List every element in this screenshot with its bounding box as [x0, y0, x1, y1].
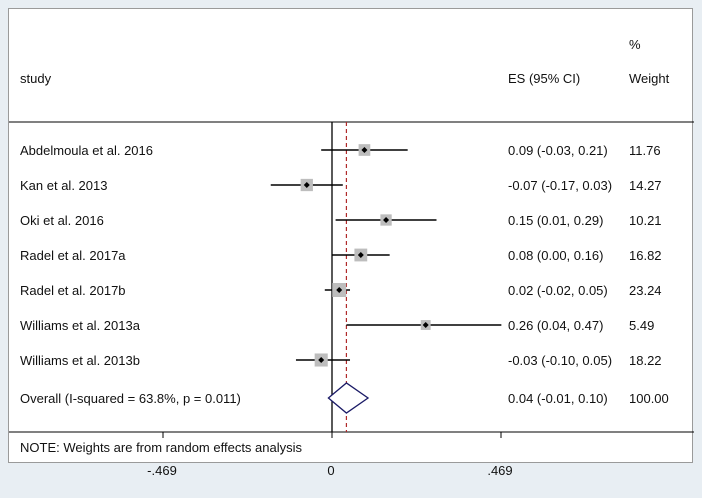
weight-label: 23.24 [629, 283, 662, 298]
forest-plot-frame: study ES (95% CI) % Weight Abdelmoula et… [8, 8, 694, 463]
es-ci-label: -0.03 (-0.10, 0.05) [508, 353, 612, 368]
study-row: Oki et al. 2016 0.15 (0.01, 0.29) 10.21 [20, 213, 662, 228]
es-ci-label: -0.07 (-0.17, 0.03) [508, 178, 612, 193]
study-label: Radel et al. 2017a [20, 248, 126, 263]
point-estimate [303, 182, 310, 188]
x-tick-label: 0 [327, 463, 335, 478]
x-tick-label: .469 [487, 463, 513, 478]
point-estimate [336, 287, 343, 293]
overall-label: Overall (I-squared = 63.8%, p = 0.011) [20, 391, 241, 406]
point-estimate [361, 147, 368, 153]
study-label: Williams et al. 2013b [20, 353, 140, 368]
overall-diamond [327, 382, 370, 414]
es-ci-label: 0.02 (-0.02, 0.05) [508, 283, 608, 298]
study-label: Oki et al. 2016 [20, 213, 104, 228]
point-estimate [318, 357, 325, 363]
study-row: Radel et al. 2017b 0.02 (-0.02, 0.05) 23.2… [20, 283, 662, 298]
es-ci-label: 0.15 (0.01, 0.29) [508, 213, 603, 228]
study-row: Williams et al. 2013a 0.26 (0.04, 0.47) 5.… [20, 318, 654, 333]
header-study: study [20, 71, 52, 86]
es-ci-label: 0.08 (0.00, 0.16) [508, 248, 603, 263]
weight-label: 14.27 [629, 178, 662, 193]
overall-weight-label: 100.00 [629, 391, 669, 406]
point-estimate [357, 252, 364, 258]
study-row: Radel et al. 2017a 0.08 (0.00, 0.16) 16.82 [20, 248, 662, 263]
forest-plot: study ES (95% CI) % Weight Abdelmoula et… [9, 37, 694, 455]
header-es-ci: ES (95% CI) [508, 71, 580, 86]
point-estimate [422, 322, 429, 328]
weight-label: 10.21 [629, 213, 662, 228]
study-row: Kan et al. 2013 -0.07 (-0.17, 0.03) 14.27 [20, 178, 662, 193]
weight-label: 18.22 [629, 353, 662, 368]
footnote: NOTE: Weights are from random effects an… [20, 440, 303, 455]
x-tick-label: -.469 [147, 463, 177, 478]
header-weight-percent: % [629, 37, 641, 52]
study-label: Kan et al. 2013 [20, 178, 107, 193]
point-estimate [383, 217, 390, 223]
study-row: Abdelmoula et al. 2016 0.09 (-0.03, 0.21)… [20, 143, 661, 158]
overall-row: Overall (I-squared = 63.8%, p = 0.011) 0.… [20, 382, 669, 414]
weight-label: 16.82 [629, 248, 662, 263]
study-label: Williams et al. 2013a [20, 318, 141, 333]
study-row: Williams et al. 2013b -0.03 (-0.10, 0.05)… [20, 353, 662, 368]
weight-label: 11.76 [629, 143, 661, 158]
study-label: Abdelmoula et al. 2016 [20, 143, 153, 158]
overall-es-ci-label: 0.04 (-0.01, 0.10) [508, 391, 608, 406]
es-ci-label: 0.09 (-0.03, 0.21) [508, 143, 608, 158]
weight-label: 5.49 [629, 318, 654, 333]
es-ci-label: 0.26 (0.04, 0.47) [508, 318, 603, 333]
header-weight: Weight [629, 71, 670, 86]
study-label: Radel et al. 2017b [20, 283, 126, 298]
